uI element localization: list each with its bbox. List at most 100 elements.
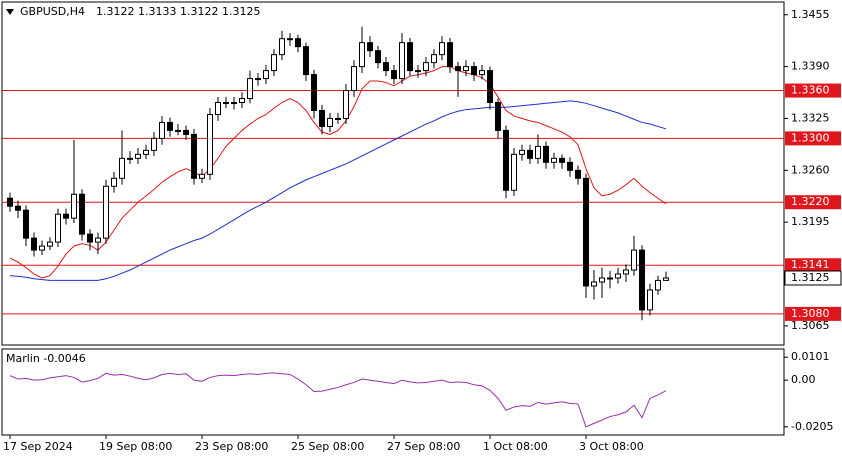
main-pane [1,1,785,346]
x-tick-label: 27 Sep 08:00 [387,440,460,453]
x-tick-label: 23 Sep 08:00 [195,440,268,453]
y-tick-label: 0.0101 [791,350,830,363]
candle-body [535,145,541,159]
candle-body [183,129,189,135]
candle-body [655,279,661,291]
candle-body [31,237,37,251]
level-label-box [785,258,841,273]
candle-body [327,117,333,127]
indicator-pane [1,348,785,436]
candle-body [279,38,285,56]
candle-body [607,277,613,280]
y-tick-label: 1.3195 [791,215,830,228]
menu-arrow[interactable] [6,9,14,15]
candle-body [503,129,509,191]
candle-body [39,245,45,251]
candle-body [431,54,437,64]
candle-body [575,169,581,179]
candle-body [367,42,373,52]
x-tick-label: 3 Oct 08:00 [579,440,644,453]
level-label: 1.3360 [791,84,830,97]
candle-body [359,42,365,68]
y-tick-label: 1.3455 [791,8,830,21]
candle-body [479,70,485,76]
candle-body [439,42,445,56]
y-tick-label: 1.3260 [791,163,830,176]
candle-body [495,102,501,131]
candle-body [567,161,573,171]
candle-body [375,50,381,64]
y-tick-label: 1.3390 [791,60,830,73]
indicator-line [9,66,667,279]
candle-body [383,62,389,72]
candle-body [223,102,229,105]
candle-body [663,277,669,281]
candle-body [335,117,341,120]
candle-body [407,42,413,72]
candle-body [343,90,349,119]
candle-body [199,173,205,179]
candle-body [423,62,429,72]
candle-body [207,113,213,175]
candle-body [631,249,637,271]
x-tick-label: 25 Sep 08:00 [291,440,364,453]
candle-body [159,121,165,139]
candle-body [455,66,461,72]
last-price-box [784,270,842,286]
candle-body [263,70,269,80]
candle-body [167,121,173,131]
candle-body [591,281,597,287]
y-tick-label: 1.3325 [791,111,830,124]
candle-body [79,193,85,235]
indicator-title: Marlin -0.0046 [6,352,86,365]
candle-body [271,54,277,72]
candle-body [55,213,61,243]
candle-body [319,109,325,127]
candle-body [239,98,245,104]
candle-body [111,177,117,187]
candle-body [95,237,101,243]
candle-body [103,185,109,239]
level-label-box [785,83,841,98]
candle-body [551,157,557,163]
level-label-box [785,195,841,210]
candle-body [71,193,77,219]
candle-body [295,38,301,48]
candle-body [527,149,533,159]
candle-body [615,273,621,279]
candle-body [175,129,181,132]
y-tick-label: 0.00 [791,373,816,386]
level-label: 1.3300 [791,131,830,144]
candle-body [583,177,589,287]
candle-body [311,74,317,111]
candle-body [599,277,605,283]
candle-body [127,157,133,160]
candle-body [23,209,29,239]
y-tick-label: -0.0205 [791,420,833,433]
candle-body [471,66,477,76]
x-tick-label: 17 Sep 2024 [3,440,73,453]
candle-body [543,145,549,163]
candle-body [119,157,125,179]
indicator-line [9,100,667,281]
symbol-title: GBPUSD,H4 [20,5,85,18]
y-tick-label: 1.3065 [791,319,830,332]
candle-body [215,102,221,115]
candle-body [447,42,453,68]
candle-body [47,241,53,247]
candle-body [7,197,13,207]
level-label-box [785,131,841,146]
candle-body [511,153,517,191]
candle-body [623,269,629,275]
candle-body [151,137,157,151]
candle-body [463,66,469,72]
x-tick-label: 1 Oct 08:00 [483,440,548,453]
indicator-line [9,372,667,428]
ohlc-readout: 1.3122 1.3133 1.3122 1.3125 [96,5,260,18]
level-label: 1.3080 [791,307,830,320]
last-price-label: 1.3125 [791,271,830,284]
candle-body [391,70,397,80]
candle-body [143,149,149,155]
candle-body [487,70,493,104]
